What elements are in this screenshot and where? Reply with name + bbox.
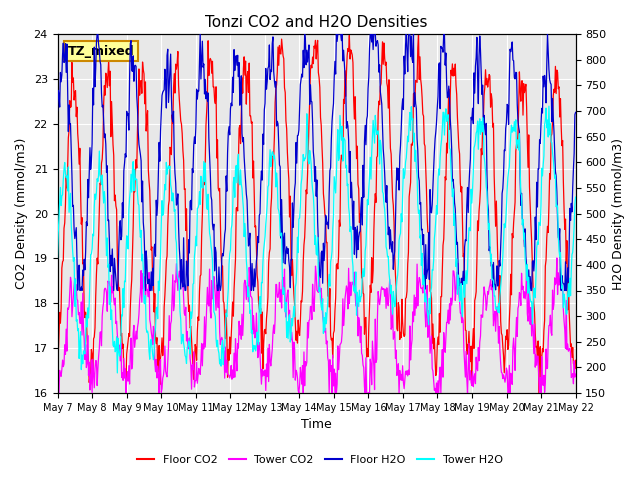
Legend: Floor CO2, Tower CO2, Floor H2O, Tower H2O: Floor CO2, Tower CO2, Floor H2O, Tower H… bbox=[133, 451, 507, 469]
Y-axis label: CO2 Density (mmol/m3): CO2 Density (mmol/m3) bbox=[15, 138, 28, 289]
X-axis label: Time: Time bbox=[301, 419, 332, 432]
Text: TZ_mixed: TZ_mixed bbox=[68, 45, 134, 58]
Y-axis label: H2O Density (mmol/m3): H2O Density (mmol/m3) bbox=[612, 138, 625, 289]
Title: Tonzi CO2 and H2O Densities: Tonzi CO2 and H2O Densities bbox=[205, 15, 428, 30]
